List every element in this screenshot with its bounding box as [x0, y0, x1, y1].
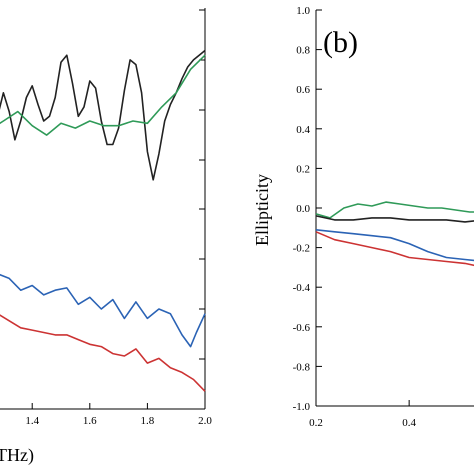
panel-b-y-tick-label: 0.4 — [296, 124, 310, 136]
panel-b-y-tick-label: 0.2 — [296, 163, 310, 175]
panel-b-y-tick-label: -0.6 — [293, 322, 311, 334]
panel-a-series-line-2 — [0, 54, 206, 136]
panel-b-y-tick-label: -0.4 — [293, 282, 311, 294]
panel-b-x-ticks: 0.20.40.6 — [309, 400, 417, 429]
panel-a-series — [0, 49, 206, 392]
panel-a-x-tick-label: 1.4 — [25, 415, 39, 427]
panel-a-series-line-1 — [0, 49, 206, 181]
panel-b-label: (b) — [323, 26, 358, 59]
panel-b-y-ticks: 1.0 0.8 0.6 0.4 0.2 0.0 -0.2 -0.4 -0.6 -0.8 -1.0 — [293, 5, 322, 413]
panel-b-series-line-1 — [315, 201, 474, 219]
panel-a-series-line-3 — [0, 273, 206, 348]
panel-b-y-tick-label: -0.8 — [293, 361, 311, 373]
panel-b-x-tick-label: 0.4 — [402, 417, 416, 429]
panel-b-series — [315, 201, 474, 267]
panel-b: 1.0 0.8 0.6 0.4 0.2 0.0 -0.2 -0.4 -0.6 -0.8 -1.0 0… — [252, 5, 474, 429]
panel-b-y-tick-label: 1.0 — [296, 5, 310, 17]
panel-b-y-tick-label: 0.8 — [296, 45, 310, 57]
panel-a-x-tick-label: 2.0 — [198, 415, 212, 427]
panel-a: 1.21.41.61.82.0 THz) — [0, 8, 212, 466]
panel-b-y-tick-label: 0.0 — [296, 203, 310, 215]
panel-b-y-tick-label: -1.0 — [293, 401, 311, 413]
panel-b-series-line-4 — [315, 231, 474, 267]
panel-b-x-tick-label: 0.2 — [309, 417, 323, 429]
panel-a-series-line-4 — [0, 314, 206, 392]
panel-a-x-axis-title: THz) — [0, 445, 34, 466]
panel-b-series-line-2 — [315, 215, 474, 223]
panel-b-y-axis-title: Ellipticity — [252, 174, 272, 246]
panel-b-y-tick-label: 0.6 — [296, 84, 310, 96]
panel-a-x-tick-label: 1.8 — [141, 415, 155, 427]
panel-a-x-tick-label: 1.6 — [83, 415, 97, 427]
panel-b-y-tick-label: -0.2 — [293, 243, 310, 255]
panel-a-x-ticks: 1.21.41.61.82.0 — [25, 403, 212, 427]
panel-a-y-ticks — [199, 9, 205, 360]
panel-b-series-line-3 — [315, 229, 474, 262]
